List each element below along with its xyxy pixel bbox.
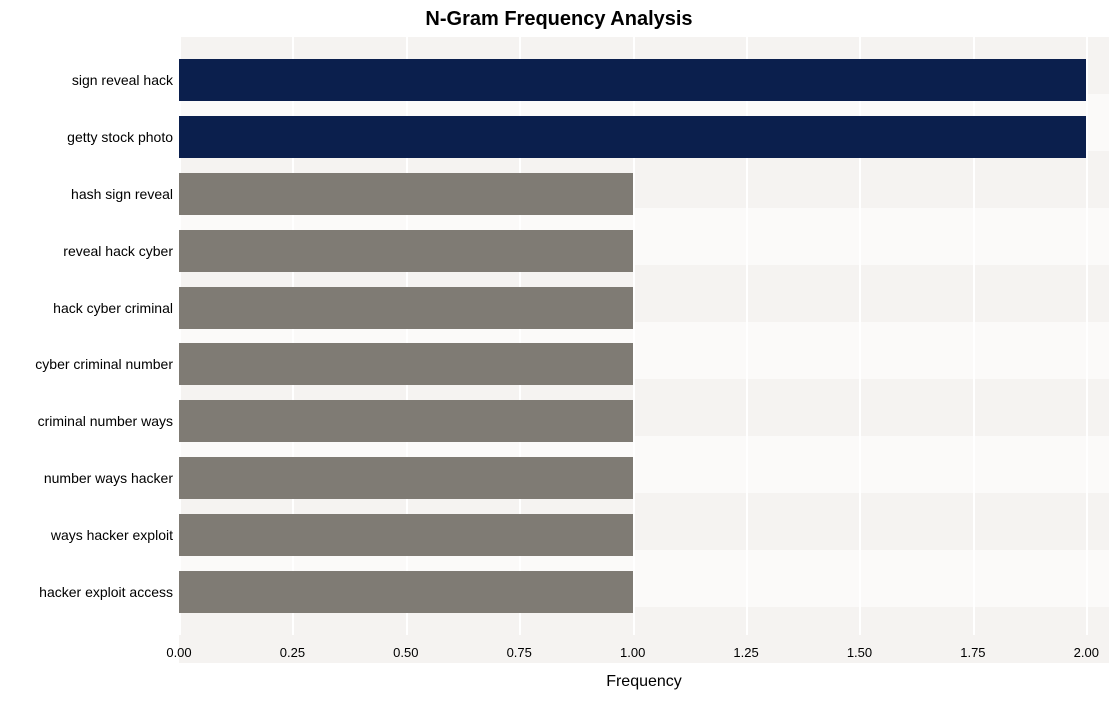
- y-tick-label: cyber criminal number: [35, 356, 179, 372]
- x-tick-label: 0.75: [507, 635, 532, 660]
- bar: [179, 400, 633, 442]
- y-tick-label: hack cyber criminal: [53, 300, 179, 316]
- y-tick-label: number ways hacker: [44, 470, 179, 486]
- y-tick-label: hash sign reveal: [71, 186, 179, 202]
- bar: [179, 287, 633, 329]
- bar: [179, 571, 633, 613]
- x-tick-label: 1.25: [733, 635, 758, 660]
- x-tick-label: 1.00: [620, 635, 645, 660]
- bar: [179, 116, 1086, 158]
- x-tick-label: 1.75: [960, 635, 985, 660]
- x-tick-label: 2.00: [1074, 635, 1099, 660]
- y-tick-label: ways hacker exploit: [51, 527, 179, 543]
- plot-area: 0.000.250.500.751.001.251.501.752.00sign…: [179, 37, 1109, 635]
- bar: [179, 514, 633, 556]
- x-tick-label: 0.00: [166, 635, 191, 660]
- bar: [179, 59, 1086, 101]
- bar: [179, 173, 633, 215]
- y-tick-label: reveal hack cyber: [63, 243, 179, 259]
- y-tick-label: getty stock photo: [67, 129, 179, 145]
- grid-line: [1086, 37, 1088, 635]
- x-tick-label: 0.50: [393, 635, 418, 660]
- x-axis-title: Frequency: [606, 673, 682, 691]
- bar: [179, 343, 633, 385]
- ngram-frequency-chart: N-Gram Frequency Analysis 0.000.250.500.…: [0, 0, 1118, 701]
- bar: [179, 457, 633, 499]
- y-tick-label: criminal number ways: [38, 413, 179, 429]
- chart-title: N-Gram Frequency Analysis: [0, 8, 1118, 31]
- y-tick-label: sign reveal hack: [72, 72, 179, 88]
- bar: [179, 230, 633, 272]
- y-tick-label: hacker exploit access: [39, 584, 179, 600]
- x-tick-label: 0.25: [280, 635, 305, 660]
- x-tick-label: 1.50: [847, 635, 872, 660]
